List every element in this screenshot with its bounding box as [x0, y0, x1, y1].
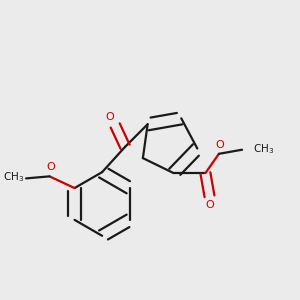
- Text: O: O: [105, 112, 114, 122]
- Text: CH$_3$: CH$_3$: [253, 142, 274, 156]
- Text: CH$_3$: CH$_3$: [3, 170, 25, 184]
- Text: O: O: [215, 140, 224, 151]
- Text: O: O: [46, 162, 55, 172]
- Text: O: O: [205, 200, 214, 210]
